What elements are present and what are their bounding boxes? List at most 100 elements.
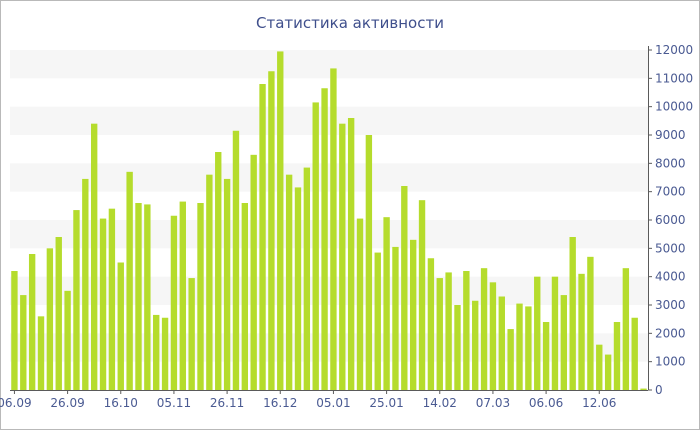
- x-tick-labels: 06.09 26.09 16.10 05.11 26.11 16.12 05.01 25.01…: [0, 390, 616, 410]
- bar: [516, 303, 523, 390]
- y-tick-labels: 0 1000 2000 3000 4000 5000 6000 7000 8000 9000 100…: [648, 43, 693, 397]
- x-tick-label: 12.06: [582, 396, 616, 410]
- bar: [179, 201, 186, 390]
- grid-band: [10, 163, 648, 192]
- bar: [241, 203, 249, 390]
- x-tick-label: 16.12: [263, 396, 297, 410]
- bar: [64, 290, 71, 390]
- y-tick-label: 3000: [655, 298, 686, 312]
- x-tick-label: 16.10: [104, 396, 138, 410]
- y-tick-label: 12000: [655, 43, 693, 57]
- bar: [560, 295, 568, 390]
- bar: [587, 256, 594, 390]
- bar: [170, 215, 178, 390]
- x-tick-label: 25.01: [369, 396, 403, 410]
- bar: [498, 296, 505, 390]
- bar: [330, 68, 337, 391]
- bar: [631, 317, 638, 390]
- bar: [303, 167, 311, 390]
- bar: [374, 252, 381, 390]
- y-tick-label: 4000: [655, 270, 686, 284]
- x-tick-label: 06.06: [529, 396, 563, 410]
- bar: [206, 174, 213, 390]
- y-tick-label: 2000: [655, 326, 686, 340]
- bar: [356, 218, 364, 390]
- bar: [445, 272, 452, 390]
- bar: [268, 71, 275, 390]
- y-tick-label: 0: [655, 383, 663, 397]
- bar: [46, 248, 54, 390]
- x-tick-label: 26.09: [50, 396, 84, 410]
- bar: [28, 254, 36, 390]
- bar: [259, 84, 266, 390]
- bar: [250, 154, 257, 390]
- bar: [144, 204, 151, 390]
- bar: [55, 237, 62, 390]
- bar: [472, 300, 479, 390]
- bar: [507, 329, 514, 390]
- bar: [37, 316, 45, 390]
- bar: [534, 276, 541, 390]
- x-tick-label: 26.11: [210, 396, 244, 410]
- bar: [622, 268, 630, 390]
- bars: [11, 51, 647, 391]
- bar: [613, 322, 621, 390]
- grid-band: [10, 220, 648, 249]
- grid-band: [10, 276, 648, 305]
- bar: [347, 118, 355, 390]
- grid-band: [10, 50, 648, 79]
- bar: [392, 246, 399, 390]
- bar: [232, 130, 240, 390]
- y-tick-label: 11000: [655, 71, 693, 85]
- bar: [489, 282, 497, 390]
- y-tick-label: 5000: [655, 241, 686, 255]
- bar: [108, 208, 116, 390]
- bar: [542, 322, 550, 390]
- bar: [99, 218, 107, 390]
- bar: [117, 262, 124, 390]
- x-tick-label: 05.11: [157, 396, 191, 410]
- bar: [436, 278, 443, 390]
- y-tick-label: 9000: [655, 128, 686, 142]
- y-tick-label: 1000: [655, 355, 686, 369]
- axes: [10, 46, 649, 391]
- x-tick-label: 06.09: [0, 396, 32, 410]
- bar: [401, 186, 408, 390]
- bar: [197, 203, 204, 390]
- bar: [135, 203, 142, 390]
- bar: [418, 200, 426, 390]
- bar: [153, 314, 160, 390]
- grid-band: [10, 106, 648, 135]
- bar: [312, 102, 319, 391]
- grid-bands: [10, 50, 648, 362]
- bar: [463, 271, 470, 390]
- bar: [596, 344, 603, 390]
- bar: [294, 187, 302, 390]
- bar: [73, 210, 80, 390]
- bar: [551, 276, 559, 390]
- bar: [126, 171, 133, 390]
- bar: [90, 123, 98, 391]
- bar: [277, 51, 284, 391]
- bar: [20, 295, 27, 390]
- bar: [409, 239, 417, 390]
- bar: [339, 123, 346, 391]
- y-tick-label: 7000: [655, 185, 686, 199]
- bar: [82, 178, 89, 390]
- x-tick-label: 07.03: [476, 396, 510, 410]
- grid-band: [10, 333, 648, 362]
- bar: [604, 354, 612, 390]
- bar: [525, 306, 532, 390]
- bar: [569, 237, 576, 390]
- y-tick-label: 10000: [655, 100, 693, 114]
- y-tick-label: 6000: [655, 213, 686, 227]
- bar: [321, 88, 328, 390]
- bar: [383, 217, 390, 390]
- bar: [223, 178, 231, 390]
- x-tick-label: 14.02: [423, 396, 457, 410]
- bar: [161, 317, 169, 390]
- bar: [640, 388, 647, 390]
- bar: [11, 271, 18, 390]
- y-tick-label: 8000: [655, 156, 686, 170]
